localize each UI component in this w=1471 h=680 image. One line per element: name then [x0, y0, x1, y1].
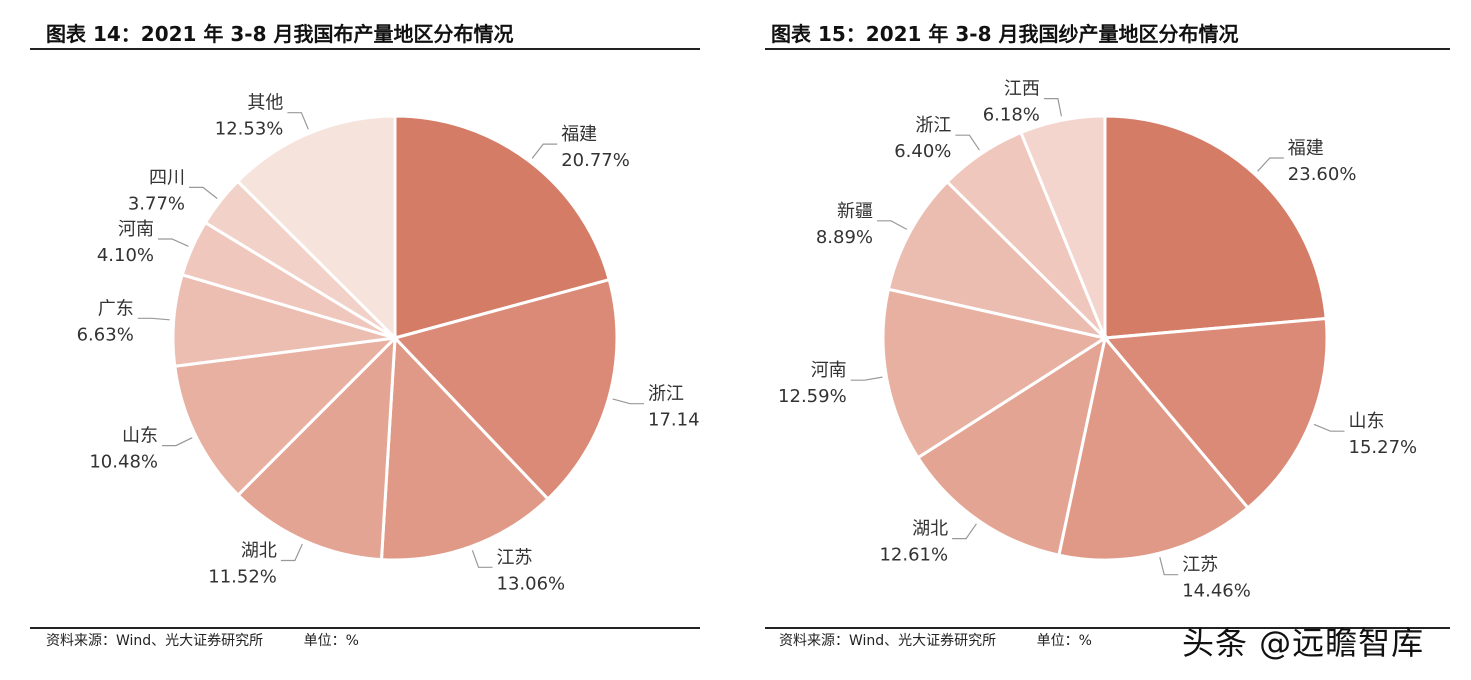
unit-note: 单位：% [303, 633, 359, 649]
chart-panel-yarn: 图表 15：2021 年 3-8 月我国纱产量地区分布情况 福建 23.60% 山东… [735, 0, 1450, 680]
slice-value-label: 11.52% [208, 567, 277, 588]
slice-name-label: 四川 [149, 167, 185, 188]
slice-value-label: 17.14% [648, 410, 700, 431]
figure-title: 图表 15：2021 年 3-8 月我国纱产量地区分布情况 [771, 22, 1239, 46]
leader-line [1159, 557, 1179, 576]
slice-name-label: 福建 [1288, 138, 1324, 159]
title-rule [765, 48, 1450, 50]
pie-slice [235, 114, 397, 342]
leader-line [280, 543, 303, 562]
slice-name-label: 湖北 [241, 541, 277, 562]
leader-line [137, 317, 170, 321]
leader-line [850, 376, 883, 381]
pie-slice [886, 179, 1110, 341]
slice-name-label: 河南 [118, 219, 154, 240]
slice-name-label: 浙江 [915, 115, 951, 136]
pie-slice [1101, 316, 1329, 511]
slice-value-label: 3.77% [128, 193, 185, 214]
slice-name-label: 广东 [98, 298, 134, 319]
slice-name-label: 浙江 [648, 384, 684, 405]
figure-footer: 资料来源：Wind、光大证券研究所 单位：% [46, 630, 359, 650]
slice-value-label: 12.53% [215, 119, 284, 140]
leader-line [612, 398, 644, 405]
unit-note: 单位：% [1036, 633, 1092, 649]
chart-panel-cloth: 图表 14：2021 年 3-8 月我国布产量地区分布情况 福建 20.77% 浙江… [0, 0, 700, 680]
pie-slice [1018, 114, 1107, 339]
source-note: 资料来源：Wind、光大证券研究所 [46, 633, 264, 649]
leader-line [1257, 157, 1284, 172]
figure-footer: 资料来源：Wind、光大证券研究所 单位：% [779, 630, 1092, 650]
figure-title: 图表 14：2021 年 3-8 月我国布产量地区分布情况 [46, 22, 514, 46]
slice-value-label: 12.61% [879, 545, 948, 566]
pie-slice [173, 335, 400, 498]
footer-rule [30, 627, 700, 629]
slice-value-label: 6.40% [894, 141, 951, 162]
slice-value-label: 12.59% [778, 386, 847, 407]
leader-line [952, 523, 977, 540]
slice-value-label: 20.77% [561, 150, 630, 171]
slice-value-label: 6.63% [77, 324, 134, 345]
slice-value-label: 4.10% [97, 245, 154, 266]
leader-line [158, 238, 189, 247]
watermark: 头条 @远瞻智库 [1182, 624, 1425, 662]
slice-name-label: 山东 [1349, 411, 1385, 432]
pie-slice [1103, 114, 1328, 340]
slice-value-label: 6.18% [983, 105, 1040, 126]
slice-name-label: 江苏 [497, 547, 533, 568]
slice-value-label: 13.06% [497, 573, 566, 594]
pie-slice [1057, 334, 1251, 562]
pie-slice [392, 277, 619, 502]
leader-line [1313, 423, 1345, 432]
footer-rule [765, 627, 1450, 629]
pie-slice [393, 114, 612, 340]
pie-slice [881, 287, 1109, 460]
leader-line [287, 112, 309, 130]
leader-line [877, 220, 908, 230]
leader-line [955, 134, 980, 151]
leader-line [189, 186, 218, 199]
pie-slice [379, 334, 551, 562]
slice-value-label: 15.27% [1349, 437, 1418, 458]
title-rule [30, 48, 700, 50]
slice-name-label: 河南 [811, 360, 847, 381]
leader-line [471, 550, 493, 568]
pie-slice [915, 334, 1108, 557]
slice-value-label: 8.89% [816, 227, 873, 248]
source-note: 资料来源：Wind、光大证券研究所 [779, 633, 997, 649]
slice-name-label: 福建 [561, 124, 597, 145]
pie-slice [235, 334, 397, 562]
slice-value-label: 14.46% [1182, 581, 1251, 602]
slice-name-label: 其他 [247, 93, 283, 114]
slice-name-label: 江苏 [1182, 555, 1218, 576]
leader-line [531, 143, 558, 159]
slice-name-label: 新疆 [837, 201, 873, 222]
pie-chart-cloth: 福建 20.77% 浙江 17.14% 江苏 13.06% 湖北 11.52% 山东 10.48%… [77, 93, 700, 595]
leader-line [1043, 97, 1062, 117]
slice-name-label: 江西 [1004, 79, 1040, 100]
pie-chart-yarn: 福建 23.60% 山东 15.27% 江苏 14.46% 湖北 12.61% 河南 12.59%… [778, 79, 1418, 602]
slice-value-label: 10.48% [89, 452, 158, 473]
leader-line [162, 437, 193, 447]
slice-value-label: 23.60% [1288, 164, 1357, 185]
slice-name-label: 湖北 [912, 519, 948, 540]
slice-name-label: 山东 [122, 426, 158, 447]
